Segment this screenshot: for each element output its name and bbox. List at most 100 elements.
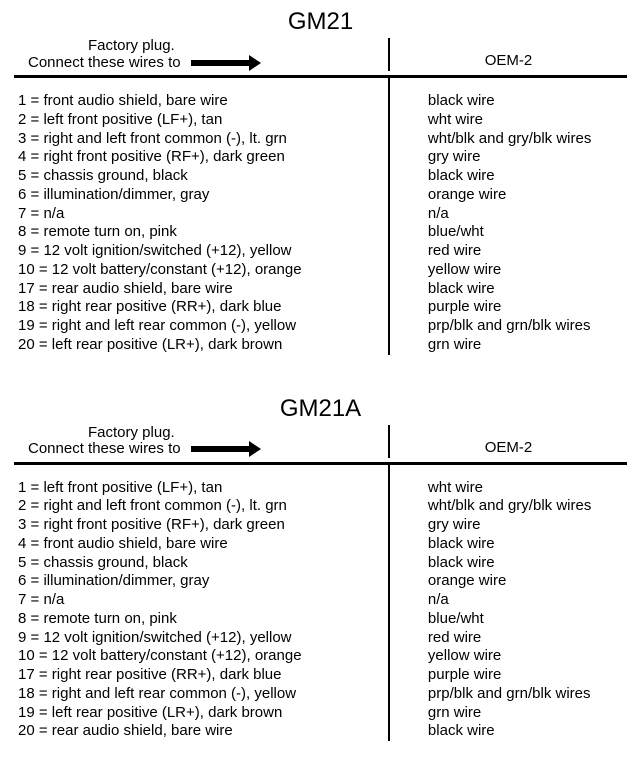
oem-wire-cell: black wire xyxy=(388,167,627,186)
factory-pin-cell: 1 = left front positive (LF+), tan xyxy=(14,479,388,498)
factory-pin-cell: 9 = 12 volt ignition/switched (+12), yel… xyxy=(14,242,388,261)
oem-wire-cell: yellow wire xyxy=(388,647,627,666)
factory-wire-desc: 12 volt battery/constant (+12), orange xyxy=(52,261,302,278)
factory-pin-cell: 5 = chassis ground, black xyxy=(14,167,388,186)
table-row: 19 = left rear positive (LR+), dark brow… xyxy=(14,704,627,723)
factory-wire-desc: n/a xyxy=(43,591,64,608)
oem-wire-cell: grn wire xyxy=(388,704,627,723)
factory-wire-desc: illumination/dimmer, gray xyxy=(43,572,209,589)
oem-wire-cell: gry wire xyxy=(388,148,627,167)
equals-sign: = xyxy=(35,704,52,721)
table-row: 3 = right front positive (RF+), dark gre… xyxy=(14,516,627,535)
oem-wire-cell: n/a xyxy=(388,591,627,610)
oem-wire-cell: wht/blk and gry/blk wires xyxy=(388,130,627,149)
rows: 1 = left front positive (LF+), tanwht wi… xyxy=(14,465,627,742)
table-row: 18 = right rear positive (RR+), dark blu… xyxy=(14,298,627,317)
arrow-right-icon xyxy=(191,57,261,69)
table-row: 20 = left rear positive (LR+), dark brow… xyxy=(14,336,627,355)
oem-wire-cell: black wire xyxy=(388,280,627,299)
table-row: 8 = remote turn on, pinkblue/wht xyxy=(14,610,627,629)
table-row: 10 = 12 volt battery/constant (+12), ora… xyxy=(14,261,627,280)
factory-pin-cell: 10 = 12 volt battery/constant (+12), ora… xyxy=(14,261,388,280)
factory-plug-label-2-wrap: Connect these wires to xyxy=(28,55,388,72)
factory-wire-desc: right rear positive (RR+), dark blue xyxy=(52,298,282,315)
oem-wire-cell: blue/wht xyxy=(388,223,627,242)
pin-number: 10 xyxy=(18,261,35,278)
table-row: 7 = n/an/a xyxy=(14,205,627,224)
factory-wire-desc: chassis ground, black xyxy=(43,167,187,184)
table-row: 19 = right and left rear common (-), yel… xyxy=(14,317,627,336)
vertical-divider xyxy=(388,465,390,742)
factory-wire-desc: n/a xyxy=(43,205,64,222)
factory-pin-cell: 2 = right and left front common (-), lt.… xyxy=(14,497,388,516)
oem-wire-cell: gry wire xyxy=(388,516,627,535)
equals-sign: = xyxy=(35,666,52,683)
oem-wire-cell: purple wire xyxy=(388,666,627,685)
factory-wire-desc: right front positive (RF+), dark green xyxy=(43,516,284,533)
factory-wire-desc: rear audio shield, bare wire xyxy=(52,280,233,297)
equals-sign: = xyxy=(35,336,52,353)
wiring-table: Factory plug.Connect these wires toOEM-2… xyxy=(14,38,627,355)
equals-sign: = xyxy=(26,629,43,646)
equals-sign: = xyxy=(26,554,43,571)
arrow-right-icon xyxy=(191,443,261,455)
factory-wire-desc: right front positive (RF+), dark green xyxy=(43,148,284,165)
factory-wire-desc: left rear positive (LR+), dark brown xyxy=(52,704,283,721)
factory-pin-cell: 20 = left rear positive (LR+), dark brow… xyxy=(14,336,388,355)
equals-sign: = xyxy=(26,167,43,184)
table-row: 1 = left front positive (LF+), tanwht wi… xyxy=(14,479,627,498)
factory-plug-label-2: Connect these wires to xyxy=(28,55,181,72)
oem-wire-cell: orange wire xyxy=(388,186,627,205)
factory-wire-desc: left front positive (LF+), tan xyxy=(43,479,222,496)
factory-pin-cell: 10 = 12 volt battery/constant (+12), ora… xyxy=(14,647,388,666)
factory-pin-cell: 17 = rear audio shield, bare wire xyxy=(14,280,388,299)
oem-wire-cell: wht wire xyxy=(388,479,627,498)
factory-pin-cell: 3 = right and left front common (-), lt.… xyxy=(14,130,388,149)
equals-sign: = xyxy=(26,497,43,514)
table-row: 6 = illumination/dimmer, grayorange wire xyxy=(14,186,627,205)
factory-pin-cell: 7 = n/a xyxy=(14,205,388,224)
table-row: 5 = chassis ground, blackblack wire xyxy=(14,167,627,186)
factory-pin-cell: 7 = n/a xyxy=(14,591,388,610)
wiring-diagram-page: GM21Factory plug.Connect these wires toO… xyxy=(14,8,627,741)
table-row: 9 = 12 volt ignition/switched (+12), yel… xyxy=(14,242,627,261)
factory-pin-cell: 6 = illumination/dimmer, gray xyxy=(14,572,388,591)
factory-wire-desc: front audio shield, bare wire xyxy=(43,92,227,109)
factory-wire-desc: right and left rear common (-), yellow xyxy=(52,317,296,334)
factory-wire-desc: 12 volt ignition/switched (+12), yellow xyxy=(43,242,291,259)
table-row: 18 = right and left rear common (-), yel… xyxy=(14,685,627,704)
factory-wire-desc: 12 volt ignition/switched (+12), yellow xyxy=(43,629,291,646)
oem-wire-cell: red wire xyxy=(388,242,627,261)
oem-wire-cell: yellow wire xyxy=(388,261,627,280)
equals-sign: = xyxy=(26,111,43,128)
wiring-table: Factory plug.Connect these wires toOEM-2… xyxy=(14,425,627,742)
pin-number: 19 xyxy=(18,317,35,334)
table-row: 7 = n/an/a xyxy=(14,591,627,610)
factory-wire-desc: right and left front common (-), lt. grn xyxy=(43,130,286,147)
oem-wire-cell: prp/blk and grn/blk wires xyxy=(388,317,627,336)
oem-wire-cell: blue/wht xyxy=(388,610,627,629)
factory-pin-cell: 8 = remote turn on, pink xyxy=(14,223,388,242)
factory-pin-cell: 19 = right and left rear common (-), yel… xyxy=(14,317,388,336)
factory-wire-desc: left rear positive (LR+), dark brown xyxy=(52,336,283,353)
equals-sign: = xyxy=(26,223,43,240)
pin-number: 18 xyxy=(18,298,35,315)
equals-sign: = xyxy=(35,685,52,702)
factory-pin-cell: 6 = illumination/dimmer, gray xyxy=(14,186,388,205)
table-row: 3 = right and left front common (-), lt.… xyxy=(14,130,627,149)
equals-sign: = xyxy=(26,186,43,203)
factory-pin-cell: 17 = right rear positive (RR+), dark blu… xyxy=(14,666,388,685)
factory-wire-desc: right and left rear common (-), yellow xyxy=(52,685,296,702)
equals-sign: = xyxy=(26,610,43,627)
factory-pin-cell: 5 = chassis ground, black xyxy=(14,554,388,573)
factory-wire-desc: rear audio shield, bare wire xyxy=(52,722,233,739)
table-row: 4 = front audio shield, bare wireblack w… xyxy=(14,535,627,554)
table-row: 10 = 12 volt battery/constant (+12), ora… xyxy=(14,647,627,666)
pin-number: 17 xyxy=(18,280,35,297)
factory-wire-desc: right and left front common (-), lt. grn xyxy=(43,497,286,514)
factory-plug-label-2: Connect these wires to xyxy=(28,441,181,458)
table-row: 5 = chassis ground, blackblack wire xyxy=(14,554,627,573)
factory-wire-desc: front audio shield, bare wire xyxy=(43,535,227,552)
header-right: OEM-2 xyxy=(390,425,627,458)
table-row: 2 = right and left front common (-), lt.… xyxy=(14,497,627,516)
